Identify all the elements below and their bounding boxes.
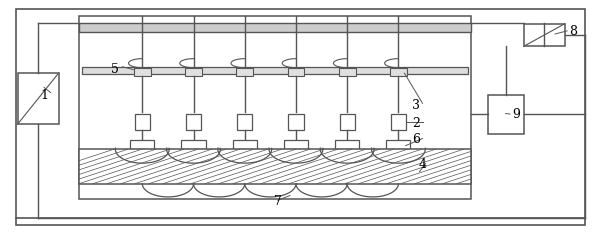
Text: 8: 8 (569, 25, 577, 38)
Bar (79, 16, 471, 199)
Bar (487, 95, 524, 134)
Bar (288, 68, 304, 76)
Text: 5: 5 (111, 63, 119, 76)
Bar (185, 68, 202, 76)
Bar (339, 68, 356, 76)
Bar (339, 114, 355, 130)
Bar (390, 68, 407, 76)
Bar (181, 140, 205, 149)
Bar (284, 140, 308, 149)
Bar (79, 22, 471, 32)
Bar (233, 140, 257, 149)
Bar (524, 24, 565, 46)
Bar (130, 140, 155, 149)
Bar (391, 114, 406, 130)
Bar (186, 114, 201, 130)
Bar (134, 68, 151, 76)
Bar (237, 114, 252, 130)
Text: 9: 9 (512, 108, 520, 121)
Text: 6: 6 (413, 133, 420, 146)
Bar (289, 114, 303, 130)
Text: 1: 1 (40, 89, 48, 102)
Text: 7: 7 (274, 195, 282, 208)
Bar (82, 67, 467, 74)
Bar (335, 140, 359, 149)
Bar (236, 68, 253, 76)
Bar (387, 140, 411, 149)
Bar (79, 149, 471, 184)
Text: 2: 2 (413, 117, 420, 130)
Text: 4: 4 (419, 158, 426, 171)
Bar (135, 114, 150, 130)
Text: 3: 3 (413, 99, 420, 112)
Bar (18, 73, 59, 124)
